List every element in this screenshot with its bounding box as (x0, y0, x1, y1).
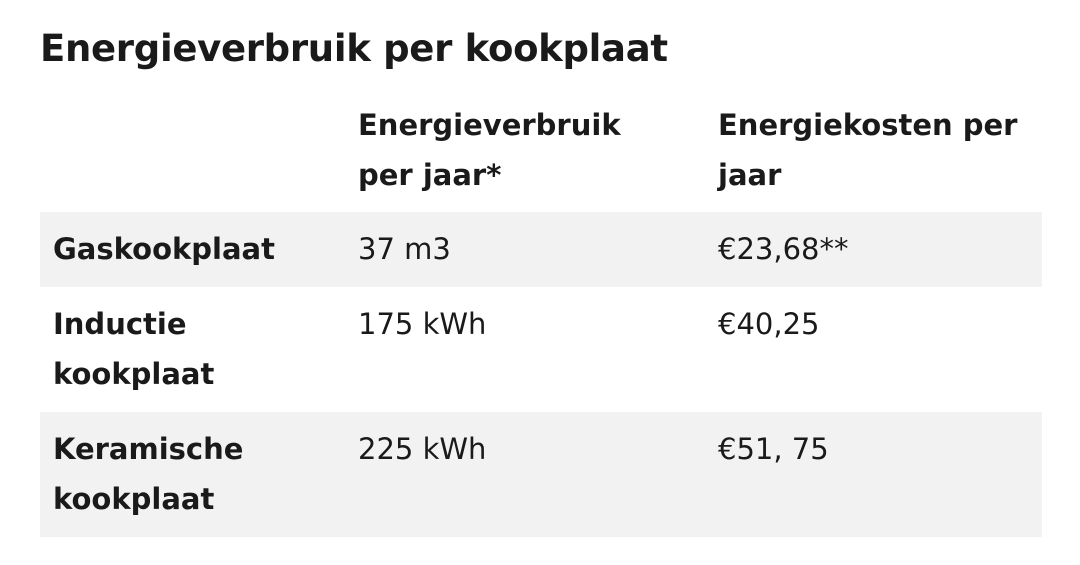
row-label: Inductie kookplaat (40, 287, 358, 412)
header-cell: Energieverbruik per jaar* (358, 100, 718, 212)
cell-text: 175 kWh (358, 307, 487, 341)
cell-text: €51, 75 (718, 432, 829, 466)
table-row: Gaskookplaat 37 m3 €23,68** (40, 212, 1042, 287)
header-cell: Energiekosten per jaar (718, 100, 1042, 212)
row-label: Gaskookplaat (40, 212, 358, 287)
table-row: Inductie kookplaat 175 kWh €40,25 (40, 287, 1042, 412)
header-cell (40, 100, 358, 212)
title: Energieverbruik per kookplaat (40, 27, 668, 70)
energy-table: Energieverbruik per jaar* Energiekosten … (40, 100, 1042, 537)
table-row: Keramische kookplaat 225 kWh €51, 75 (40, 412, 1042, 537)
cell-text: Inductie kookplaat (53, 307, 215, 391)
cell-text: €40,25 (718, 307, 820, 341)
cell: €23,68** (718, 212, 1042, 287)
row-label: Keramische kookplaat (40, 412, 358, 537)
cell: €40,25 (718, 287, 1042, 412)
cell-text: €23,68** (718, 232, 849, 266)
header-text: Energieverbruik per jaar* (358, 108, 621, 192)
cell: 225 kWh (358, 412, 718, 537)
cell: 175 kWh (358, 287, 718, 412)
cell-text: Keramische kookplaat (53, 432, 244, 516)
cell: 37 m3 (358, 212, 718, 287)
header-row: Energieverbruik per jaar* Energiekosten … (40, 100, 1042, 212)
header-text: Energiekosten per jaar (718, 108, 1018, 192)
cell-text: 225 kWh (358, 432, 487, 466)
cell: €51, 75 (718, 412, 1042, 537)
cell-text: 37 m3 (358, 232, 451, 266)
cell-text: Gaskookplaat (53, 232, 275, 266)
